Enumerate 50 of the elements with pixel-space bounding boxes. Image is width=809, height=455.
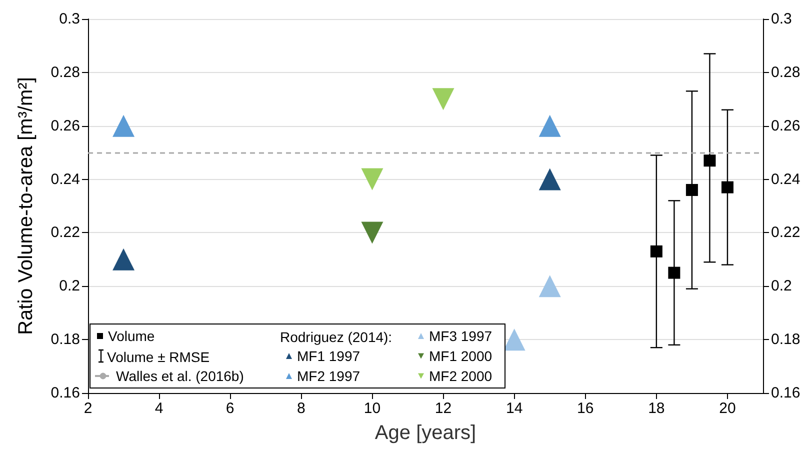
y2-tick-label: 0.24	[771, 170, 800, 188]
legend-label: MF3 1997	[429, 328, 492, 344]
x-axis-title: Age [years]	[374, 422, 476, 444]
point	[361, 222, 384, 244]
legend-label: MF1 2000	[429, 348, 492, 364]
y-tick-label: 0.28	[50, 64, 80, 81]
legend-label: MF2 1997	[297, 368, 360, 384]
point	[361, 168, 384, 190]
point	[650, 245, 662, 258]
x-tick-label: 14	[506, 400, 523, 417]
x-tick-label: 10	[364, 400, 381, 417]
point	[721, 181, 734, 194]
point	[112, 248, 135, 270]
point	[112, 114, 135, 137]
x-tick-label: 12	[434, 400, 452, 417]
y2-tick-label: 0.16	[771, 384, 800, 402]
point	[538, 168, 561, 190]
y2-tick-label: 0.3	[771, 10, 792, 28]
x-tick-label: 6	[226, 400, 234, 417]
x-tick-label: 16	[577, 400, 594, 417]
y2-tick-label: 0.28	[771, 64, 800, 81]
point	[686, 184, 698, 196]
legend-label: Volume	[108, 328, 155, 344]
y-tick-label: 0.24	[50, 170, 80, 188]
point	[668, 266, 680, 279]
x-tick-label: 18	[648, 400, 665, 417]
y-tick-label: 0.3	[59, 10, 80, 28]
y2-tick-label: 0.26	[771, 117, 800, 134]
y-tick-label: 0.16	[50, 384, 80, 402]
y-tick-label: 0.18	[50, 331, 80, 348]
legend-title: Rodriguez (2014):	[280, 329, 392, 345]
y-axis-title: Ratio Volume-to-area [m³/m²]	[15, 77, 37, 335]
y-tick-label: 0.22	[50, 224, 80, 242]
x-tick-label: 20	[719, 400, 736, 417]
point	[538, 275, 561, 298]
point	[432, 88, 454, 110]
point	[704, 154, 716, 167]
x-tick-label: 8	[296, 400, 306, 417]
y2-tick-label: 0.2	[771, 278, 792, 295]
y-tick-label: 0.2	[59, 278, 80, 295]
y2-tick-label: 0.22	[771, 224, 800, 242]
x-tick-label: 4	[154, 400, 164, 417]
legend-label: MF1 1997	[297, 348, 360, 364]
y-tick-label: 0.26	[50, 117, 80, 134]
legend-label: Walles et al. (2016b)	[116, 368, 244, 384]
x-tick-label: 2	[84, 400, 92, 417]
point	[538, 114, 561, 137]
annotation: Volume ± RMSE	[107, 349, 210, 365]
legend-label: MF2 2000	[429, 368, 492, 384]
y2-tick-label: 0.18	[771, 331, 800, 348]
